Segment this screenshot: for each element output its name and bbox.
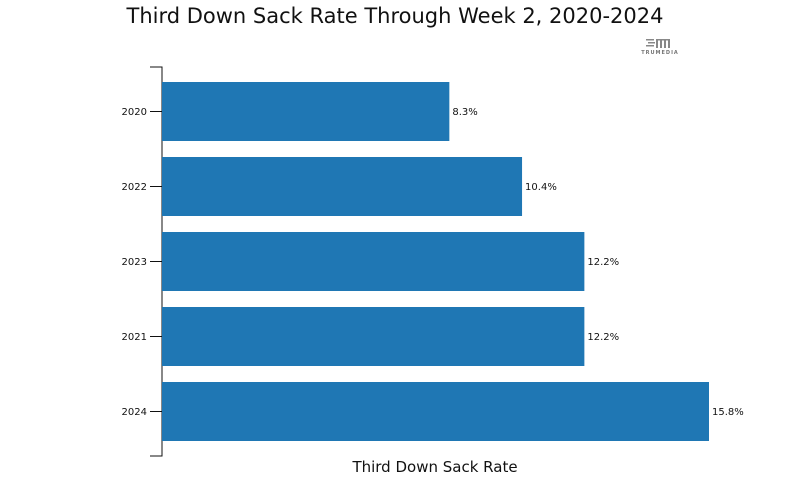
- bar-value-label: 8.3%: [452, 107, 477, 118]
- bar-2022: [162, 157, 523, 216]
- bars-group: 8.3% 10.4% 12.2% 12.2% 15.8%: [162, 82, 744, 441]
- bar-2023: [162, 232, 585, 291]
- y-axis-tick-label: 2024: [122, 407, 147, 418]
- trumedia-logo: TRUMEDIA: [636, 36, 684, 58]
- bar-value-label: 12.2%: [587, 257, 619, 268]
- y-axis: 2020 2022 2023 2021 2024: [122, 66, 163, 457]
- y-axis-tick-label: 2023: [122, 257, 147, 268]
- x-axis-label: Third Down Sack Rate: [352, 458, 518, 476]
- bar-2020: [162, 82, 450, 141]
- chart-title: Third Down Sack Rate Through Week 2, 202…: [126, 4, 664, 28]
- bar-value-label: 15.8%: [712, 407, 744, 418]
- y-axis-tick-label: 2020: [122, 107, 147, 118]
- bar-2021: [162, 307, 585, 366]
- trumedia-logo-mark-icon: [646, 39, 670, 48]
- y-axis-tick-label: 2022: [122, 182, 147, 193]
- bar-value-label: 12.2%: [587, 332, 619, 343]
- bar-2024: [162, 382, 709, 441]
- bar-value-label: 10.4%: [525, 182, 557, 193]
- y-axis-tick-label: 2021: [122, 332, 147, 343]
- trumedia-logo-text: TRUMEDIA: [641, 50, 679, 56]
